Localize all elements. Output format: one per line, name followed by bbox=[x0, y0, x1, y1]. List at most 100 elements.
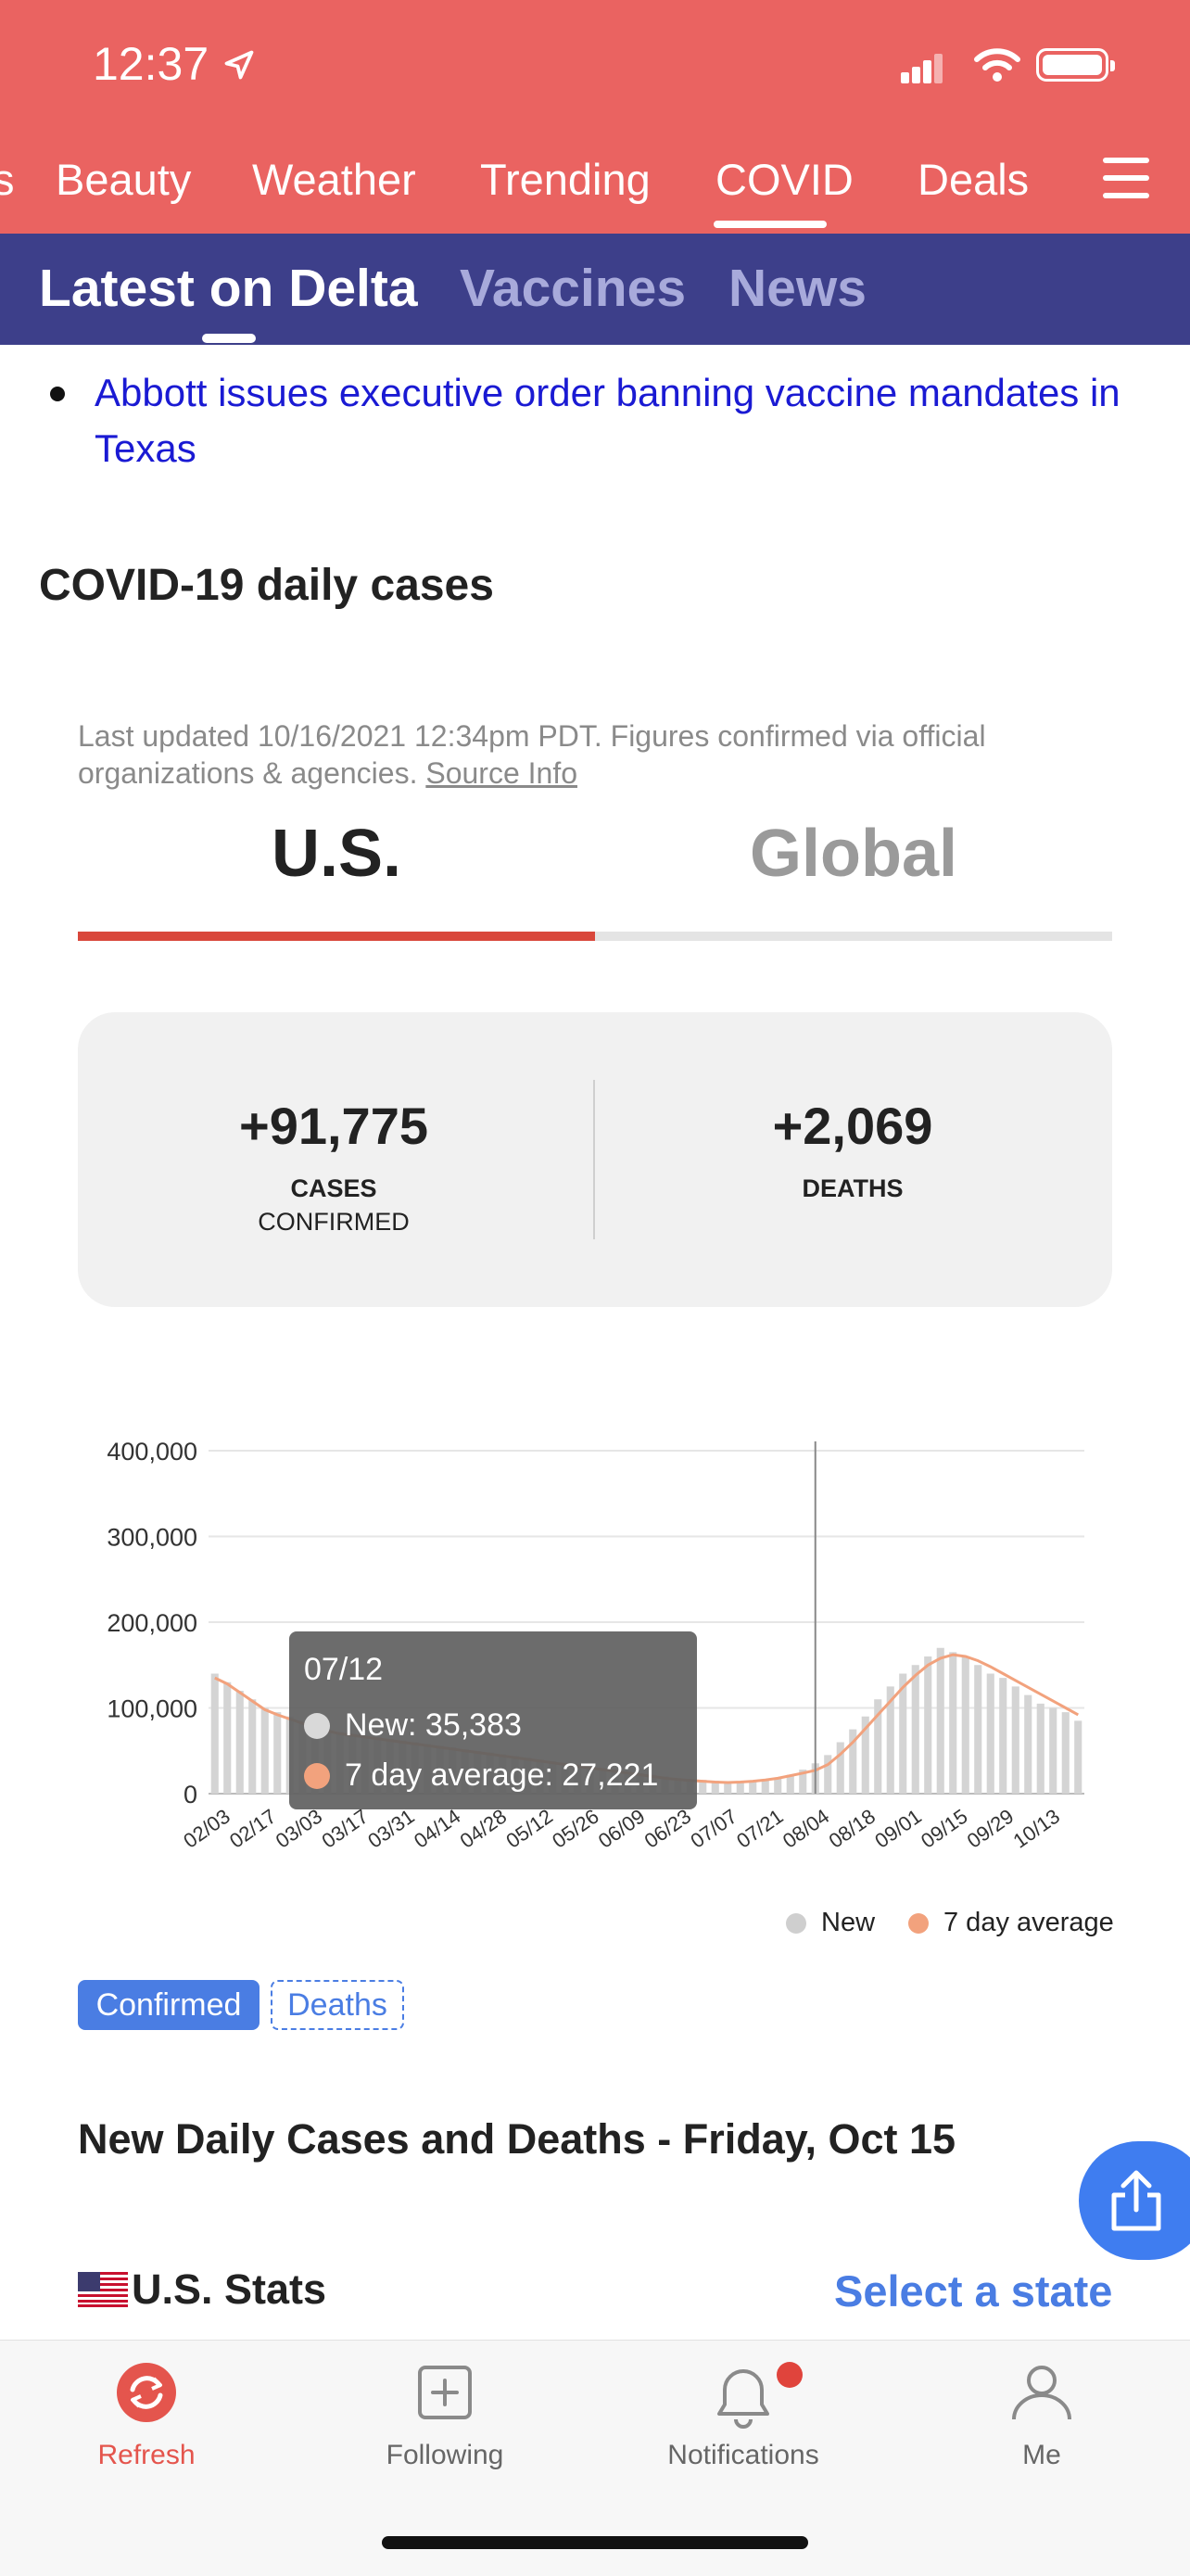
bar-new bbox=[786, 1774, 794, 1794]
bar-new bbox=[1036, 1703, 1044, 1794]
x-tick-label: 04/14 bbox=[410, 1805, 464, 1853]
profile-icon[interactable] bbox=[949, 2360, 1134, 2425]
bar-new bbox=[223, 1681, 232, 1794]
bar-new bbox=[899, 1673, 907, 1794]
deaths-value: +2,069 bbox=[772, 1097, 933, 1155]
y-tick-label: 0 bbox=[184, 1781, 197, 1808]
bar-new bbox=[949, 1652, 957, 1794]
x-tick-label: 08/04 bbox=[779, 1805, 833, 1853]
bar-new bbox=[235, 1691, 244, 1794]
bar-new bbox=[260, 1707, 269, 1794]
legend-new-label: New bbox=[821, 1908, 876, 1937]
last-updated-text: Last updated 10/16/2021 12:34pm PDT. Fig… bbox=[78, 717, 1116, 792]
x-tick-label: 02/17 bbox=[225, 1805, 280, 1853]
menu-icon[interactable] bbox=[1103, 158, 1149, 198]
cases-value: +91,775 bbox=[239, 1097, 428, 1155]
following-icon[interactable] bbox=[352, 2360, 538, 2425]
source-info-link[interactable]: Source Info bbox=[425, 756, 577, 790]
location-arrow-icon bbox=[224, 50, 254, 80]
tab-us[interactable]: U.S. bbox=[271, 817, 402, 891]
bar-new bbox=[849, 1729, 857, 1794]
bar-new bbox=[749, 1781, 757, 1794]
bar-new bbox=[724, 1782, 732, 1794]
tab-refresh-label[interactable]: Refresh bbox=[97, 2440, 196, 2470]
deaths-label: DEATHS bbox=[802, 1174, 904, 1202]
home-indicator bbox=[382, 2536, 808, 2549]
tab-following-label[interactable]: Following bbox=[386, 2440, 504, 2470]
bar-new bbox=[824, 1755, 832, 1794]
tooltip-avg-dot bbox=[304, 1763, 330, 1789]
tooltip-avg-row: 7 day average: 27,221 bbox=[304, 1758, 658, 1794]
tab-latest-on-delta[interactable]: Latest on Delta bbox=[39, 259, 418, 318]
nav-item-trending[interactable]: Trending bbox=[480, 155, 651, 204]
section-title: COVID-19 daily cases bbox=[39, 561, 494, 610]
bar-new bbox=[999, 1678, 1007, 1794]
share-button[interactable] bbox=[1079, 2141, 1190, 2260]
nav-item-deals[interactable]: Deals bbox=[918, 155, 1030, 204]
nav-item-covid[interactable]: COVID bbox=[715, 155, 854, 204]
last-updated-label: Last updated 10/16/2021 12:34pm PDT. Fig… bbox=[78, 719, 986, 790]
headline-link[interactable]: Abbott issues executive order banning va… bbox=[95, 371, 1120, 470]
share-icon bbox=[1111, 2170, 1161, 2231]
x-tick-label: 09/15 bbox=[917, 1805, 971, 1853]
region-tab-active-indicator bbox=[78, 932, 595, 941]
bar-new bbox=[861, 1716, 869, 1794]
refresh-icon[interactable] bbox=[54, 2360, 239, 2425]
x-tick-label: 10/13 bbox=[1009, 1805, 1064, 1853]
nav-item-beauty[interactable]: Beauty bbox=[56, 155, 192, 204]
tooltip-new-dot bbox=[304, 1713, 330, 1739]
daily-cases-title: New Daily Cases and Deaths - Friday, Oct… bbox=[78, 2115, 956, 2163]
stats-card bbox=[78, 1012, 1112, 1307]
us-stats-heading: U.S. Stats bbox=[78, 2265, 326, 2314]
x-tick-label: 06/23 bbox=[640, 1805, 695, 1853]
legend-avg-label: 7 day average bbox=[943, 1908, 1114, 1937]
bar-new bbox=[1061, 1712, 1070, 1794]
nav-active-indicator bbox=[714, 221, 827, 228]
bar-new bbox=[1074, 1720, 1082, 1794]
notifications-bell-icon[interactable] bbox=[651, 2360, 836, 2434]
bar-new bbox=[699, 1780, 707, 1794]
top-navigation-bar bbox=[0, 0, 1190, 234]
bar-new bbox=[961, 1656, 969, 1794]
x-tick-label: 02/03 bbox=[179, 1805, 234, 1853]
tab-me-label[interactable]: Me bbox=[1022, 2440, 1061, 2470]
nav-item-partial[interactable]: s bbox=[0, 155, 15, 204]
tab-vaccines[interactable]: Vaccines bbox=[460, 259, 687, 318]
tab-news[interactable]: News bbox=[728, 259, 867, 318]
bar-new bbox=[1011, 1686, 1019, 1794]
tooltip-date: 07/12 bbox=[304, 1652, 384, 1687]
x-tick-label: 07/21 bbox=[732, 1805, 787, 1853]
x-tick-label: 05/12 bbox=[501, 1805, 556, 1853]
bar-new bbox=[1024, 1694, 1032, 1794]
tooltip-new-value: New: 35,383 bbox=[345, 1707, 522, 1743]
select-state-link[interactable]: Select a state bbox=[834, 2266, 1113, 2316]
sub-tab-active-indicator bbox=[202, 334, 256, 343]
bar-new bbox=[874, 1699, 882, 1794]
nav-item-weather[interactable]: Weather bbox=[252, 155, 416, 204]
bar-new bbox=[836, 1742, 844, 1794]
bar-new bbox=[273, 1712, 282, 1794]
tooltip-new-row: New: 35,383 bbox=[304, 1707, 522, 1744]
confirmed-toggle-button[interactable]: Confirmed bbox=[78, 1980, 260, 2030]
bar-new bbox=[711, 1781, 719, 1794]
cases-label: CASES bbox=[290, 1174, 377, 1202]
deaths-toggle-button[interactable]: Deaths bbox=[271, 1980, 404, 2030]
x-tick-label: 06/09 bbox=[594, 1805, 649, 1853]
wifi-icon bbox=[974, 48, 1020, 82]
bar-new bbox=[886, 1686, 894, 1794]
sub-tab-bar bbox=[0, 234, 1190, 345]
bar-new bbox=[1049, 1707, 1057, 1794]
x-tick-label: 05/26 bbox=[548, 1805, 602, 1853]
bullet-icon bbox=[50, 387, 65, 401]
bar-new bbox=[761, 1780, 769, 1794]
us-flag-icon bbox=[78, 2272, 128, 2307]
x-tick-label: 03/17 bbox=[318, 1805, 373, 1853]
bar-new bbox=[986, 1673, 994, 1794]
cases-label-sub: CONFIRMED bbox=[258, 1208, 410, 1236]
x-tick-label: 07/07 bbox=[686, 1805, 741, 1853]
bar-new bbox=[210, 1673, 219, 1794]
x-tick-label: 09/01 bbox=[870, 1805, 925, 1853]
tab-notifications-label[interactable]: Notifications bbox=[667, 2440, 819, 2470]
y-tick-label: 300,000 bbox=[107, 1524, 197, 1552]
tab-global[interactable]: Global bbox=[749, 817, 957, 891]
